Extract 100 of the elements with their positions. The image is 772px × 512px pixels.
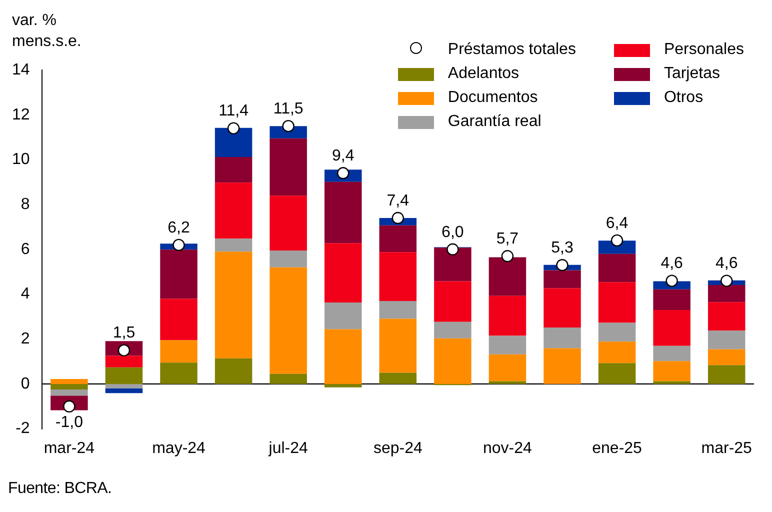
x-tick-label: mar-25 bbox=[701, 440, 752, 457]
point bbox=[501, 250, 514, 262]
bar bbox=[324, 182, 362, 244]
x-tick-label: mar-24 bbox=[44, 440, 95, 457]
bar bbox=[324, 302, 362, 330]
bar bbox=[653, 381, 690, 384]
data-label: 9,4 bbox=[332, 148, 354, 165]
bar bbox=[214, 358, 252, 384]
point bbox=[720, 274, 733, 287]
bar bbox=[379, 372, 417, 384]
bar bbox=[379, 318, 417, 373]
source-note: Fuente: BCRA. bbox=[8, 480, 113, 498]
bar bbox=[434, 248, 472, 282]
bar bbox=[598, 322, 636, 342]
data-label: 6,0 bbox=[442, 224, 464, 241]
legend-label: Otros bbox=[664, 89, 704, 107]
point bbox=[282, 120, 294, 132]
y-axis-title: var. % mens.s.e. bbox=[12, 11, 82, 52]
legend-label: Préstamos totales bbox=[448, 41, 576, 59]
bar bbox=[160, 362, 198, 384]
bar bbox=[270, 196, 307, 251]
bar bbox=[50, 384, 88, 390]
data-label: 11,5 bbox=[273, 100, 304, 118]
bar bbox=[544, 270, 581, 288]
data-label: 5,3 bbox=[551, 240, 574, 257]
y-tick-label: 10 bbox=[12, 151, 30, 168]
bar bbox=[105, 388, 143, 394]
point bbox=[610, 234, 624, 247]
bar bbox=[708, 330, 746, 350]
y-tick-label: 0 bbox=[20, 375, 30, 392]
bar bbox=[708, 349, 746, 366]
y-tick-label: 12 bbox=[12, 106, 30, 124]
x-tick-label: nov-24 bbox=[483, 440, 532, 457]
bar bbox=[708, 285, 746, 302]
x-tick-label: sep-24 bbox=[373, 440, 422, 457]
data-label: 6,4 bbox=[606, 214, 628, 232]
bar bbox=[598, 363, 636, 384]
bar bbox=[105, 356, 143, 368]
bar bbox=[270, 267, 307, 374]
bar bbox=[488, 336, 526, 354]
bar bbox=[488, 354, 526, 382]
legend-label: Personales bbox=[664, 41, 744, 59]
bar bbox=[270, 138, 307, 196]
bar bbox=[50, 379, 88, 384]
bar bbox=[214, 157, 252, 183]
bar bbox=[434, 322, 472, 338]
point bbox=[392, 212, 404, 224]
point bbox=[172, 238, 185, 252]
bar bbox=[324, 384, 362, 388]
bar bbox=[488, 381, 526, 384]
bar bbox=[270, 374, 307, 384]
data-label: 6,2 bbox=[168, 219, 190, 236]
legend-label: Garantía real bbox=[448, 113, 542, 131]
bar bbox=[270, 250, 307, 268]
point bbox=[227, 122, 240, 134]
bar bbox=[214, 252, 252, 358]
bar bbox=[598, 282, 636, 323]
data-label: -1,0 bbox=[55, 414, 84, 431]
legend-label: Tarjetas bbox=[664, 65, 720, 83]
legend-label: Adelantos bbox=[448, 65, 520, 83]
bar bbox=[434, 281, 472, 322]
bar bbox=[324, 243, 362, 303]
bar bbox=[598, 254, 636, 282]
bar bbox=[214, 238, 252, 252]
y-tick-label: 14 bbox=[12, 61, 30, 78]
bar bbox=[160, 340, 198, 363]
bar bbox=[544, 348, 581, 384]
bar bbox=[50, 390, 88, 396]
point bbox=[446, 243, 459, 256]
bar bbox=[653, 361, 690, 382]
bar bbox=[708, 365, 746, 384]
data-label: 5,7 bbox=[496, 230, 519, 248]
point bbox=[556, 259, 568, 272]
bar bbox=[214, 128, 252, 158]
bar bbox=[379, 225, 417, 252]
bar bbox=[598, 342, 636, 364]
bar bbox=[544, 288, 581, 328]
bar bbox=[324, 329, 362, 384]
y-tick-label: 6 bbox=[20, 240, 30, 258]
bar bbox=[105, 367, 143, 384]
data-label: 11,4 bbox=[218, 102, 249, 120]
bar bbox=[708, 302, 746, 331]
bar bbox=[653, 289, 690, 310]
bar bbox=[160, 250, 198, 299]
y-tick-label: 8 bbox=[20, 196, 30, 213]
bar bbox=[214, 182, 252, 239]
data-label: 1,5 bbox=[112, 324, 136, 342]
bar bbox=[653, 310, 690, 346]
x-tick-label: jul-24 bbox=[268, 440, 308, 457]
x-tick-label: ene-25 bbox=[592, 440, 642, 457]
y-tick-label: -2 bbox=[16, 420, 30, 438]
bar bbox=[105, 384, 143, 388]
data-label: 4,6 bbox=[660, 255, 684, 272]
bar bbox=[379, 300, 417, 319]
bar bbox=[653, 346, 690, 362]
data-label: 4,6 bbox=[715, 255, 738, 272]
y-tick-label: 4 bbox=[20, 286, 30, 303]
point bbox=[337, 167, 350, 180]
bar bbox=[488, 296, 526, 336]
point bbox=[666, 274, 678, 287]
